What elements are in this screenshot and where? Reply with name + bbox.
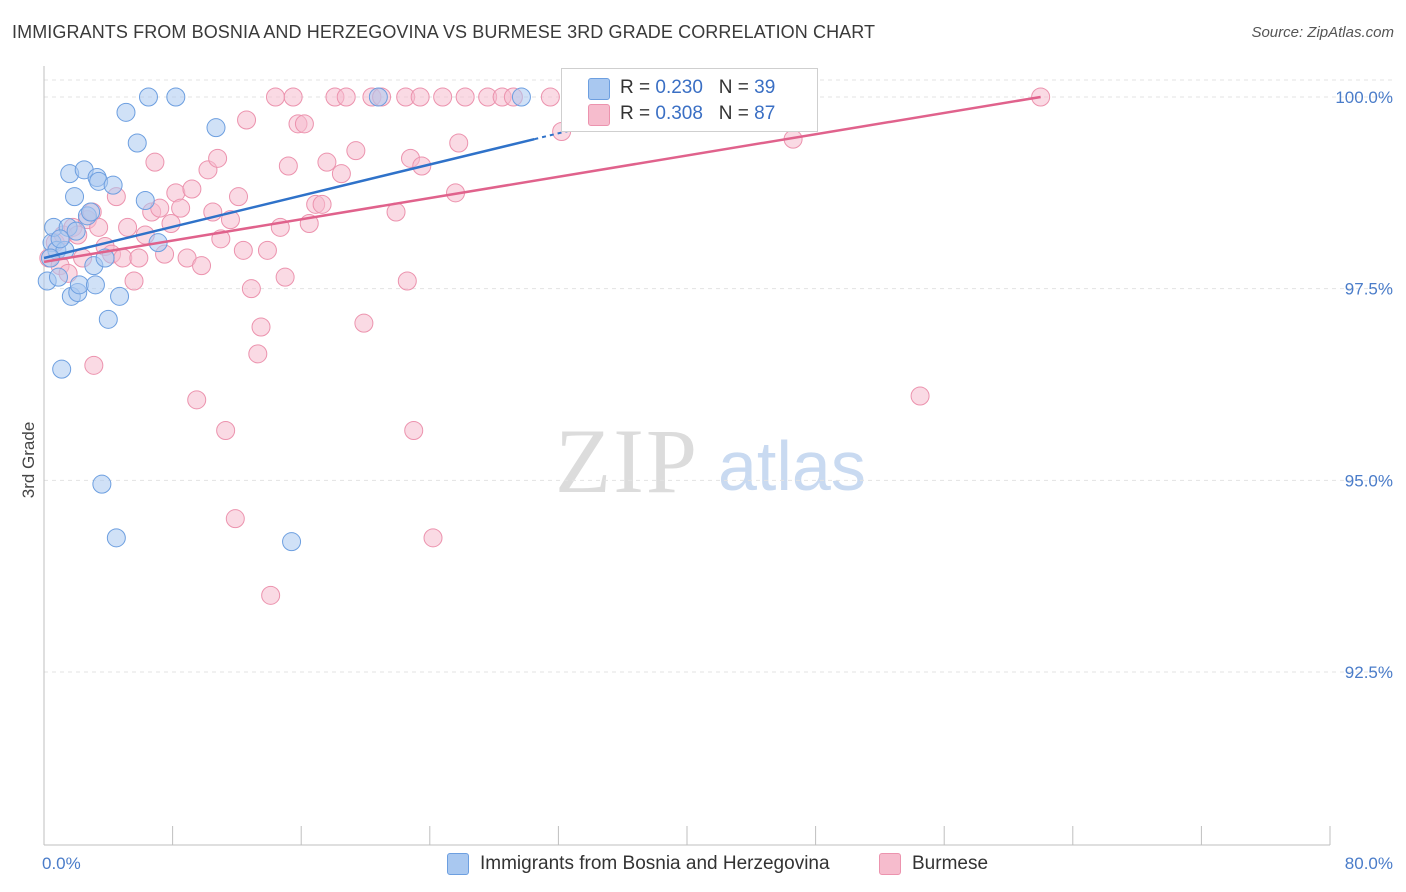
data-point bbox=[166, 87, 186, 107]
legend-r-value-burmese: 0.308 bbox=[655, 103, 703, 124]
bottom-legend-swatch-burmese bbox=[879, 853, 901, 875]
data-point bbox=[511, 87, 531, 107]
data-point bbox=[331, 164, 351, 184]
data-point bbox=[283, 87, 303, 107]
data-point bbox=[257, 240, 277, 260]
bottom-legend-swatch-bosnia bbox=[447, 853, 469, 875]
data-point bbox=[282, 532, 302, 552]
data-point bbox=[261, 585, 281, 605]
data-point bbox=[135, 191, 155, 210]
bottom-legend-label-burmese: Burmese bbox=[912, 853, 989, 874]
data-point bbox=[113, 248, 133, 268]
data-point bbox=[124, 271, 144, 291]
data-point bbox=[346, 141, 366, 161]
data-point bbox=[225, 509, 245, 529]
data-point bbox=[423, 528, 443, 548]
data-point bbox=[317, 152, 337, 172]
legend-n-label: N = bbox=[718, 77, 755, 98]
legend-swatch-bosnia bbox=[588, 78, 610, 100]
data-point bbox=[129, 248, 149, 268]
chart-title: IMMIGRANTS FROM BOSNIA AND HERZEGOVINA V… bbox=[12, 22, 876, 42]
data-point bbox=[89, 217, 109, 237]
data-point bbox=[354, 313, 374, 333]
data-point bbox=[237, 110, 257, 130]
data-point bbox=[171, 198, 191, 218]
bottom-legend-label-bosnia: Immigrants from Bosnia and Herzegovina bbox=[480, 853, 830, 874]
y-tick-label: 100.0% bbox=[1335, 88, 1393, 107]
data-point bbox=[278, 156, 298, 176]
axes bbox=[43, 66, 1331, 846]
data-point bbox=[275, 267, 295, 287]
trend-line-burmese bbox=[43, 95, 1041, 264]
stats-legend: R = 0.230 N = 39 R = 0.308 N = 87 bbox=[561, 68, 818, 132]
data-point bbox=[127, 133, 147, 153]
data-point bbox=[138, 87, 158, 107]
data-point bbox=[336, 87, 356, 107]
data-point bbox=[66, 221, 86, 241]
data-point bbox=[81, 202, 101, 222]
x-tick-label-max: 80.0% bbox=[1345, 854, 1393, 873]
y-tick-label: 92.5% bbox=[1345, 663, 1393, 682]
data-point bbox=[85, 275, 105, 295]
data-point bbox=[208, 148, 228, 168]
data-point bbox=[368, 87, 388, 107]
watermark: ZIP atlas bbox=[555, 410, 866, 512]
data-point bbox=[50, 229, 70, 249]
legend-n-value-bosnia: 39 bbox=[754, 77, 776, 98]
x-tick-label-min: 0.0% bbox=[42, 854, 81, 873]
y-tick-label: 95.0% bbox=[1345, 471, 1393, 490]
y-tick-labels: 100.0% 97.5% 95.0% 92.5% bbox=[1335, 88, 1393, 682]
y-tick-label: 97.5% bbox=[1345, 280, 1393, 299]
data-point bbox=[216, 421, 236, 440]
trend-lines bbox=[43, 95, 1041, 264]
data-point bbox=[103, 175, 123, 195]
data-point bbox=[65, 187, 85, 207]
data-point bbox=[92, 474, 112, 494]
y-axis-title: 3rd Grade bbox=[19, 422, 38, 499]
data-point bbox=[110, 286, 130, 306]
data-point bbox=[910, 386, 930, 406]
data-point bbox=[98, 309, 118, 329]
data-point bbox=[52, 359, 72, 379]
data-point bbox=[69, 275, 89, 295]
data-point bbox=[106, 528, 126, 548]
data-point bbox=[404, 421, 424, 440]
data-point bbox=[540, 87, 560, 107]
legend-r-label: R = bbox=[620, 77, 656, 98]
data-point bbox=[248, 344, 268, 364]
data-point bbox=[410, 87, 430, 107]
grid-lines bbox=[44, 79, 1393, 673]
data-point bbox=[265, 87, 285, 107]
data-point bbox=[449, 133, 469, 153]
data-point bbox=[84, 355, 104, 375]
data-point bbox=[241, 279, 261, 299]
data-point bbox=[48, 267, 68, 287]
data-point bbox=[433, 87, 453, 107]
data-point bbox=[206, 118, 226, 138]
data-point bbox=[294, 114, 314, 134]
source-credit: Source: ZipAtlas.com bbox=[1251, 24, 1394, 41]
data-point bbox=[187, 390, 207, 410]
trend-line-bosnia bbox=[43, 137, 535, 260]
data-point bbox=[118, 217, 138, 237]
legend-r-value-bosnia: 0.230 bbox=[655, 77, 703, 98]
data-point bbox=[455, 87, 475, 107]
data-point bbox=[192, 256, 212, 276]
watermark-atlas: atlas bbox=[718, 427, 866, 505]
legend-n-value-burmese: 87 bbox=[754, 103, 776, 124]
watermark-zip: ZIP bbox=[555, 410, 699, 512]
data-point bbox=[233, 240, 253, 260]
legend-swatch-burmese bbox=[588, 104, 610, 126]
data-point bbox=[182, 179, 202, 199]
legend-r-label: R = bbox=[620, 103, 656, 124]
data-point bbox=[229, 187, 249, 207]
data-point bbox=[312, 194, 332, 214]
data-point bbox=[397, 271, 417, 291]
data-point bbox=[116, 102, 136, 122]
series-burmese bbox=[39, 87, 1051, 605]
data-point bbox=[251, 317, 271, 337]
data-point bbox=[145, 152, 165, 172]
legend-n-label: N = bbox=[718, 103, 755, 124]
